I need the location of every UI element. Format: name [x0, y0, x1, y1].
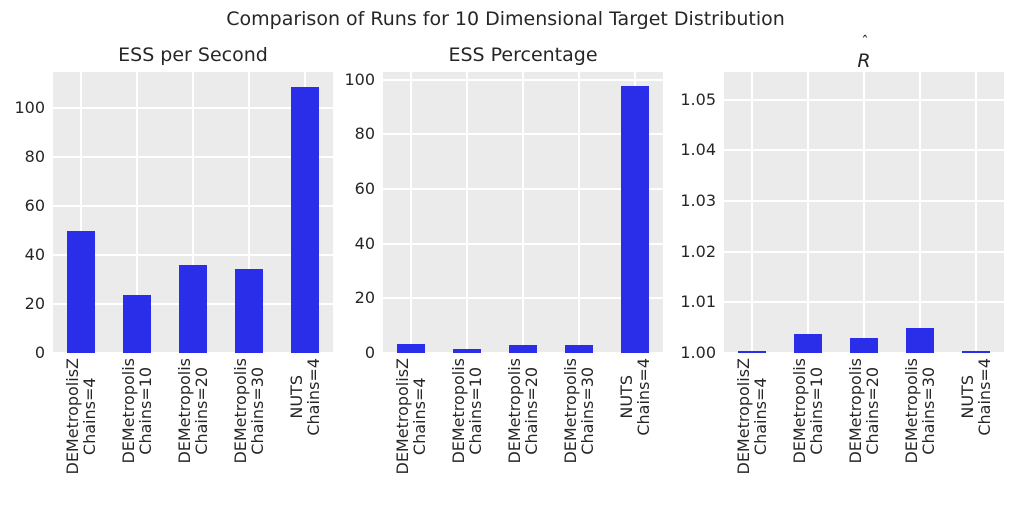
x-tick-label: NUTS Chains=4 — [958, 358, 994, 498]
bar-demetropolis-chains=20 — [509, 345, 537, 353]
y-tick-label: 1.05 — [680, 89, 716, 109]
bar-demetropolis-chains=30 — [906, 327, 934, 353]
bar-demetropolis-chains=20 — [179, 264, 207, 353]
x-tick-label: DEMetropolisZ Chains=4 — [734, 358, 770, 498]
y-tick-label: 40 — [24, 244, 45, 264]
bar-demetropolis-chains=10 — [794, 333, 822, 353]
y-tick-label: 80 — [24, 146, 45, 166]
x-tick-label: DEMetropolisZ Chains=4 — [63, 358, 99, 498]
x-tick-label-text: DEMetropolisZ Chains=4 — [734, 358, 770, 475]
x-tick-label-text: DEMetropolisZ Chains=4 — [63, 358, 99, 475]
bar-demetropolisz-chains=4 — [397, 344, 425, 353]
plot-area — [53, 72, 333, 353]
y-tick-label: 0 — [364, 343, 375, 362]
hat-accent: ˆ — [861, 33, 869, 51]
gridline — [80, 72, 82, 353]
gridline — [248, 72, 250, 353]
y-tick-label: 1.03 — [680, 191, 716, 211]
gridline — [136, 72, 138, 353]
x-tick-label: DEMetropolis Chains=20 — [846, 358, 882, 498]
x-tick-label-text: DEMetropolis Chains=20 — [505, 358, 541, 464]
x-tick-label-text: DEMetropolis Chains=30 — [902, 358, 938, 464]
y-tick-label: 20 — [354, 288, 375, 308]
plot-area — [724, 72, 1004, 353]
x-tick-label-text: DEMetropolis Chains=10 — [449, 358, 485, 464]
gridline — [919, 72, 921, 353]
y-tick-label: 100 — [344, 69, 375, 89]
bar-demetropolis-chains=10 — [453, 348, 481, 353]
x-tick-label-text: DEMetropolisZ Chains=4 — [393, 358, 429, 475]
x-tick-label: DEMetropolis Chains=10 — [119, 358, 155, 498]
x-tick-label: DEMetropolis Chains=30 — [231, 358, 267, 498]
bar-demetropolis-chains=20 — [850, 337, 878, 353]
x-tick-label-text: NUTS Chains=4 — [287, 358, 323, 436]
x-tick-label-text: DEMetropolis Chains=20 — [175, 358, 211, 464]
bar-demetropolisz-chains=4 — [738, 351, 766, 353]
x-tick-label-text: NUTS Chains=4 — [958, 358, 994, 436]
x-tick-label: NUTS Chains=4 — [617, 358, 653, 498]
y-tick-label: 0 — [34, 343, 45, 362]
gridline — [466, 72, 468, 353]
x-tick-label: DEMetropolisZ Chains=4 — [393, 358, 429, 498]
y-tick-label: 60 — [354, 178, 375, 198]
x-tick-label: DEMetropolis Chains=30 — [902, 358, 938, 498]
bar-nuts-chains=4 — [962, 351, 990, 353]
bar-nuts-chains=4 — [621, 86, 649, 353]
x-tick-label: DEMetropolis Chains=10 — [449, 358, 485, 498]
x-tick-label-text: DEMetropolis Chains=10 — [790, 358, 826, 464]
y-tick-label: 100 — [14, 97, 45, 117]
bar-demetropolis-chains=30 — [235, 269, 263, 353]
y-tick-label: 1.02 — [680, 241, 716, 261]
x-tick-label-text: DEMetropolis Chains=10 — [119, 358, 155, 464]
gridline — [863, 72, 865, 353]
subplot-ess-per-second: ESS per Second 0 20 40 60 80 100 DEMetropolis… — [14, 44, 333, 475]
subplot-title-ess-per-second: ESS per Second — [118, 44, 268, 66]
x-tick-label: DEMetropolis Chains=30 — [561, 358, 597, 498]
bar-demetropolisz-chains=4 — [67, 230, 95, 353]
figure-title: Comparison of Runs for 10 Dimensional Ta… — [226, 8, 785, 30]
gridline — [807, 72, 809, 353]
subplot-ess-percentage: ESS Percentage 0 20 40 60 80 100 DEMetropolis… — [344, 44, 663, 475]
y-tick-label: 1.04 — [680, 140, 716, 160]
x-tick-label-text: NUTS Chains=4 — [617, 358, 653, 436]
gridline — [751, 72, 753, 353]
bar-nuts-chains=4 — [291, 86, 319, 353]
x-tick-label-text: DEMetropolis Chains=30 — [231, 358, 267, 464]
y-tick-label: 80 — [354, 124, 375, 144]
y-tick-label: 1.00 — [680, 343, 716, 362]
gridline — [578, 72, 580, 353]
bar-demetropolis-chains=10 — [123, 294, 151, 353]
x-tick-label: DEMetropolis Chains=20 — [505, 358, 541, 498]
x-tick-label: NUTS Chains=4 — [287, 358, 323, 498]
y-tick-label: 40 — [354, 233, 375, 253]
subplot-title-ess-percentage: ESS Percentage — [448, 44, 598, 66]
y-tick-label: 60 — [24, 195, 45, 215]
x-tick-label: DEMetropolis Chains=20 — [175, 358, 211, 498]
plot-area — [383, 72, 663, 353]
gridline — [522, 72, 524, 353]
y-tick-label: 1.01 — [680, 292, 716, 312]
x-tick-label: DEMetropolis Chains=10 — [790, 358, 826, 498]
gridline — [975, 72, 977, 353]
y-tick-label: 20 — [24, 293, 45, 313]
gridline — [410, 72, 412, 353]
x-tick-label-text: DEMetropolis Chains=30 — [561, 358, 597, 464]
bar-demetropolis-chains=30 — [565, 345, 593, 353]
x-tick-label-text: DEMetropolis Chains=20 — [846, 358, 882, 464]
gridline — [192, 72, 194, 353]
